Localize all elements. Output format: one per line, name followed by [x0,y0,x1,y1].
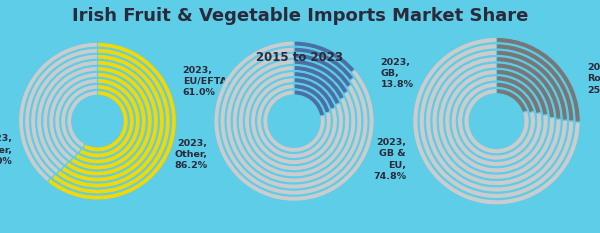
Wedge shape [497,57,561,119]
Text: 2023,
Other,
39.0%: 2023, Other, 39.0% [0,134,12,166]
Text: Irish Fruit & Vegetable Imports Market Share: Irish Fruit & Vegetable Imports Market S… [72,7,528,25]
Wedge shape [238,65,350,177]
Wedge shape [294,65,344,99]
Wedge shape [425,50,568,192]
Wedge shape [497,44,574,121]
Wedge shape [497,50,568,120]
Wedge shape [220,47,368,195]
Wedge shape [37,60,97,170]
Wedge shape [497,76,541,114]
Wedge shape [294,90,325,116]
Wedge shape [464,89,529,154]
Wedge shape [294,72,340,105]
Wedge shape [294,53,352,87]
Wedge shape [451,76,542,167]
Wedge shape [52,48,170,194]
Wedge shape [497,69,548,115]
Text: 2023,
GB,
13.8%: 2023, GB, 13.8% [380,58,413,89]
Wedge shape [251,78,337,164]
Wedge shape [457,82,536,160]
Wedge shape [263,90,325,152]
Wedge shape [413,38,580,205]
Wedge shape [56,54,164,188]
Wedge shape [214,41,374,201]
Text: 2023,
RoW,
25.2%: 2023, RoW, 25.2% [587,63,600,95]
Wedge shape [55,78,97,157]
Wedge shape [294,78,335,109]
Wedge shape [257,84,331,158]
Wedge shape [497,38,580,122]
Wedge shape [294,59,348,94]
Wedge shape [83,90,128,152]
Wedge shape [445,69,548,173]
Wedge shape [61,84,97,153]
Wedge shape [25,48,97,178]
Wedge shape [67,90,97,148]
Text: 2023,
GB &
EU,
74.8%: 2023, GB & EU, 74.8% [373,138,406,181]
Wedge shape [19,42,97,182]
Wedge shape [43,66,97,165]
Wedge shape [47,42,176,200]
Wedge shape [49,72,97,161]
Wedge shape [232,59,356,183]
Wedge shape [497,63,554,118]
Wedge shape [497,89,527,113]
Text: 2015 to 2023: 2015 to 2023 [257,51,343,64]
Wedge shape [497,82,535,113]
Wedge shape [438,63,555,179]
Wedge shape [61,60,158,182]
Wedge shape [31,54,97,174]
Text: 2023,
Other,
86.2%: 2023, Other, 86.2% [175,139,208,170]
Text: 2023,
EU/EFTA,
61.0%: 2023, EU/EFTA, 61.0% [183,66,230,97]
Wedge shape [244,72,344,171]
Wedge shape [79,84,134,158]
Wedge shape [294,84,330,113]
Wedge shape [294,47,354,81]
Wedge shape [226,53,362,189]
Wedge shape [65,66,152,176]
Wedge shape [294,41,355,72]
Wedge shape [419,44,574,199]
Wedge shape [432,57,561,186]
Wedge shape [70,72,146,170]
Wedge shape [74,78,140,164]
